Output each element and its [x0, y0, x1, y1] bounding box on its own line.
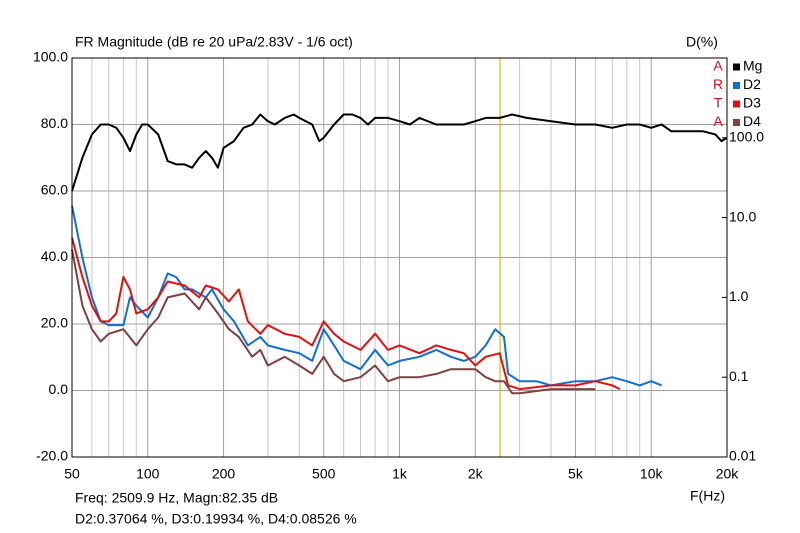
brand-letter: R [713, 76, 723, 92]
cursor-readout: Freq: 2509.9 Hz, Magn:82.35 dB [75, 490, 278, 506]
legend-swatch [733, 63, 740, 71]
series-line [71, 249, 596, 395]
brand-letter: T [714, 95, 723, 111]
y2-tick-label: 0.1 [729, 368, 749, 384]
y2-tick-label: 1.0 [729, 288, 749, 304]
x-tick-label: 2k [468, 466, 484, 482]
series-line [71, 237, 621, 391]
y-tick-label: 40.0 [41, 248, 68, 264]
y-tick-label: 100.0 [33, 49, 68, 65]
x-tick-label: 5k [568, 466, 584, 482]
brand-letter: A [713, 58, 723, 74]
brand-letter: A [713, 113, 723, 129]
legend-swatch [733, 82, 740, 89]
legend-swatch [733, 100, 740, 108]
legend-label: D4 [743, 113, 761, 129]
x-tick-label: 500 [312, 466, 336, 482]
x-tick-label: 50 [64, 466, 80, 482]
y-tick-label: 20.0 [41, 315, 68, 331]
plot-frame [71, 57, 728, 458]
y-tick-label: 60.0 [41, 182, 68, 198]
y-tick-label: 80.0 [41, 115, 68, 131]
legend-swatch [733, 119, 740, 126]
x-tick-label: 1k [392, 466, 408, 482]
x-tick-label: 10k [640, 466, 664, 482]
chart-title: FR Magnitude (dB re 20 uPa/2.83V - 1/6 o… [75, 34, 353, 50]
legend-label: D2 [743, 76, 761, 92]
y2-tick-label: 0.01 [729, 448, 756, 464]
x-tick-label: 200 [212, 466, 236, 482]
legend-label: Mg [743, 58, 762, 74]
x-tick-label: 100 [136, 466, 160, 482]
x-axis-label: F(Hz) [690, 488, 725, 504]
distortion-readout: D2:0.37064 %, D3:0.19934 %, D4:0.08526 % [75, 511, 357, 527]
y2-axis-label: D(%) [686, 34, 718, 50]
y2-tick-label: 100.0 [729, 129, 764, 145]
legend-label: D3 [743, 95, 761, 111]
series-line [71, 205, 662, 387]
y2-tick-label: 10.0 [729, 208, 756, 224]
y-tick-label: -20.0 [36, 448, 68, 464]
series-line [71, 113, 728, 192]
y-tick-label: 0.0 [49, 381, 69, 397]
x-tick-label: 20k [716, 466, 740, 482]
